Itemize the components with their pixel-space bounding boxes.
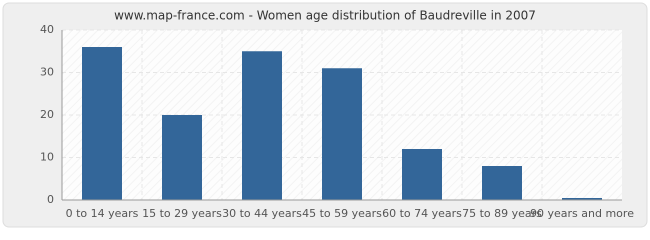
bar [82,47,122,200]
bar [322,68,362,200]
y-tick-label: 20 [40,108,54,121]
y-tick-label: 10 [40,151,54,164]
x-tick-label: 60 to 74 years [382,207,462,220]
bar [402,149,442,200]
y-tick-label: 0 [47,193,54,206]
x-tick-label: 90 years and more [530,207,634,220]
bar [162,115,202,200]
x-tick-label: 45 to 59 years [302,207,382,220]
x-tick-label: 0 to 14 years [66,207,139,220]
y-tick-label: 30 [40,66,54,79]
chart: www.map-france.com - Women age distribut… [2,2,648,228]
chart-title: www.map-france.com - Women age distribut… [114,9,536,23]
bar [482,166,522,200]
x-tick-label: 75 to 89 years [462,207,542,220]
bar [562,198,602,200]
x-tick-label: 15 to 29 years [142,207,222,220]
x-tick-label: 30 to 44 years [222,207,302,220]
y-tick-label: 40 [40,23,54,36]
bar [242,51,282,200]
